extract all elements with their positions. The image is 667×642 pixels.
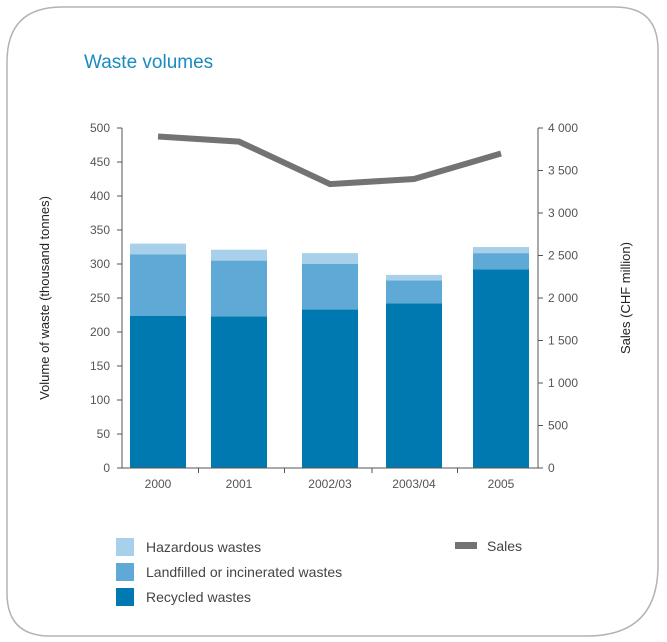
y-right-tick-label: 3 500 xyxy=(548,164,578,178)
y-axis-left-title: Volume of waste (thousand tonnes) xyxy=(37,196,52,400)
y-right-tick-label: 1 000 xyxy=(548,376,578,390)
y-right-tick-label: 500 xyxy=(548,419,568,433)
bar-hazardous-0 xyxy=(130,243,186,255)
x-tick-label: 2005 xyxy=(488,477,515,491)
y-right-tick-label: 2 500 xyxy=(548,249,578,263)
y-right-tick-label: 1 500 xyxy=(548,334,578,348)
legend-swatch xyxy=(116,563,134,581)
bar-hazardous-4 xyxy=(473,247,529,254)
bar-landfilled-1 xyxy=(211,260,267,317)
y-left-tick-label: 50 xyxy=(97,427,111,441)
y-left-tick-label: 450 xyxy=(90,155,110,169)
y-left-tick-label: 300 xyxy=(90,257,110,271)
y-left-tick-label: 200 xyxy=(90,325,110,339)
bar-landfilled-4 xyxy=(473,253,529,270)
bar-hazardous-3 xyxy=(386,274,442,281)
y-left-tick-label: 350 xyxy=(90,223,110,237)
x-tick-label: 2000 xyxy=(145,477,172,491)
legend-label: Hazardous wastes xyxy=(146,539,261,555)
bar-landfilled-0 xyxy=(130,254,186,316)
y-right-tick-label: 0 xyxy=(548,461,555,475)
y-left-tick-label: 0 xyxy=(103,461,110,475)
legend-swatch xyxy=(116,538,134,556)
y-right-tick-label: 4 000 xyxy=(548,121,578,135)
bar-recycled-3 xyxy=(386,303,442,468)
x-tick-label: 2002/03 xyxy=(308,477,352,491)
y-left-tick-label: 250 xyxy=(90,291,110,305)
y-left-tick-label: 400 xyxy=(90,189,110,203)
chart-title: Waste volumes xyxy=(84,52,214,73)
legend-label: Recycled wastes xyxy=(146,589,251,605)
bar-recycled-4 xyxy=(473,269,529,468)
y-right-tick-label: 3 000 xyxy=(548,206,578,220)
legend-swatch xyxy=(116,588,134,606)
bar-landfilled-3 xyxy=(386,280,442,304)
sales-line xyxy=(157,133,502,188)
legend-swatch-sales xyxy=(455,542,477,549)
y-left-tick-label: 500 xyxy=(90,121,110,135)
x-tick-label: 2001 xyxy=(226,477,253,491)
y-left-tick-label: 100 xyxy=(90,393,110,407)
bar-recycled-2 xyxy=(302,309,358,468)
bar-hazardous-1 xyxy=(211,249,267,261)
bar-landfilled-2 xyxy=(302,264,358,310)
y-left-tick-label: 150 xyxy=(90,359,110,373)
x-tick-label: 2003/04 xyxy=(392,477,436,491)
legend-label: Landfilled or incinerated wastes xyxy=(146,564,342,580)
y-right-tick-label: 2 000 xyxy=(548,291,578,305)
bar-recycled-1 xyxy=(211,316,267,468)
bar-hazardous-2 xyxy=(302,253,358,264)
y-axis-right-title: Sales (CHF million) xyxy=(618,242,633,354)
bar-recycled-0 xyxy=(130,315,186,468)
legend-label: Sales xyxy=(487,538,522,554)
